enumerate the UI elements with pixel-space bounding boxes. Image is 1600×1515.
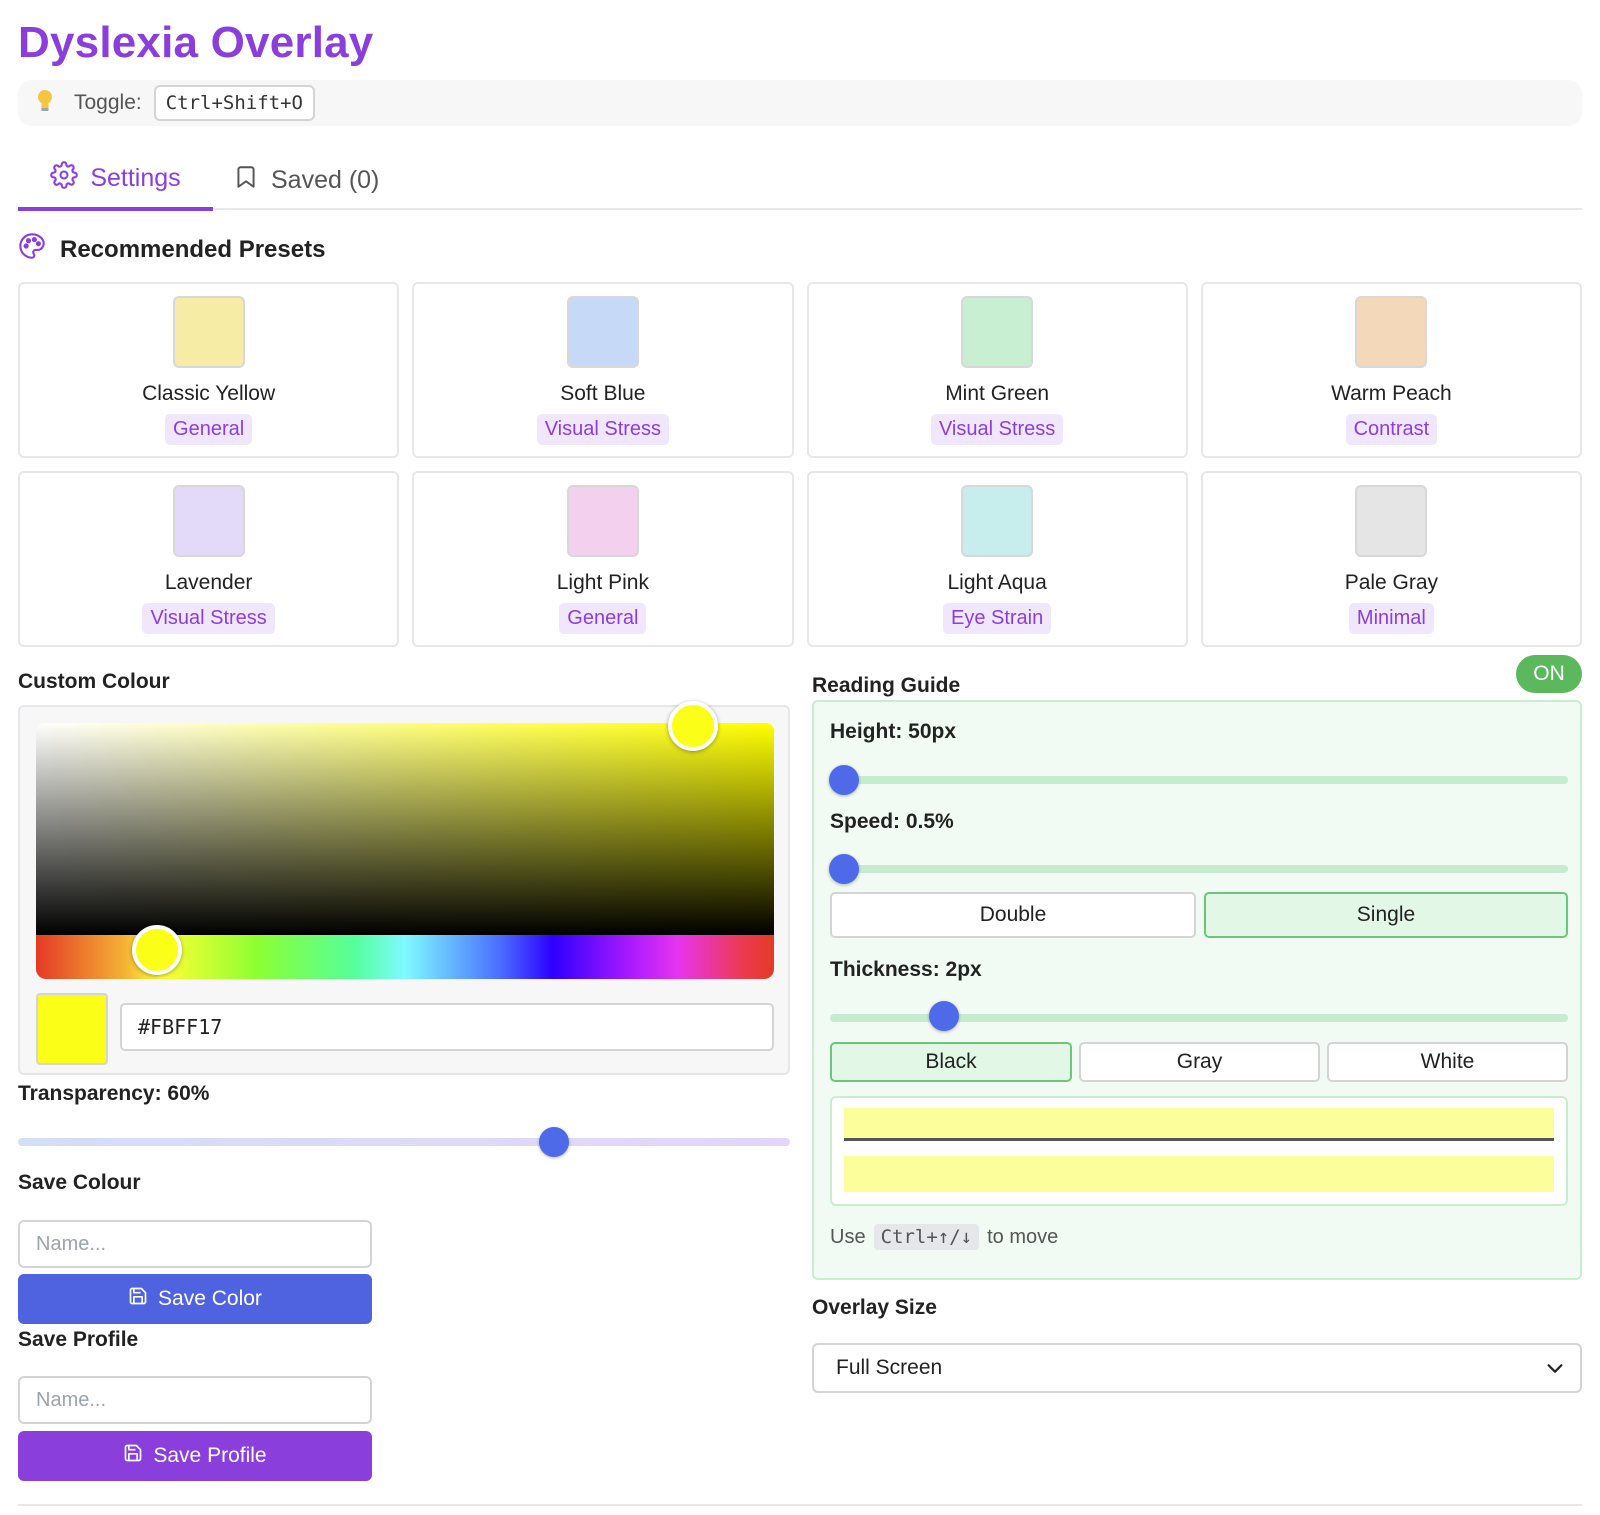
tab-settings-label: Settings — [90, 164, 181, 192]
preset-tag: Contrast — [1345, 414, 1438, 445]
preset-tag: Visual Stress — [930, 414, 1064, 445]
preset-name: Soft Blue — [560, 382, 646, 405]
preview-guide-line — [844, 1138, 1554, 1141]
colour-picker — [18, 701, 790, 1075]
height-slider-track[interactable] — [830, 776, 1568, 784]
preset-card[interactable]: Classic Yellow General — [18, 282, 400, 458]
tab-bar: Settings Saved (0) — [18, 150, 1582, 211]
preset-swatch — [172, 296, 245, 368]
preview-band-top — [844, 1108, 1554, 1138]
preset-swatch — [961, 485, 1034, 557]
profile-name-input[interactable] — [18, 1376, 372, 1424]
bookmark-icon — [233, 163, 259, 198]
preset-card[interactable]: Pale Gray Minimal — [1200, 471, 1582, 647]
preset-tag: General — [165, 414, 253, 445]
preset-tag: Visual Stress — [142, 603, 275, 634]
preset-card[interactable]: Lavender Visual Stress — [18, 471, 400, 647]
line-color-black-button[interactable]: Black — [830, 1042, 1072, 1082]
save-icon — [128, 1286, 148, 1312]
speed-slider-thumb[interactable] — [829, 854, 859, 884]
mode-double-button[interactable]: Double — [830, 892, 1196, 938]
preset-tag: Minimal — [1348, 603, 1434, 634]
hue-handle[interactable] — [132, 925, 182, 975]
thickness-slider-thumb[interactable] — [929, 1001, 959, 1031]
lightbulb-icon — [36, 89, 54, 118]
toggle-shortcut-key: Ctrl+Shift+O — [153, 85, 315, 121]
preset-name: Lavender — [164, 571, 253, 594]
save-color-label: Save Color — [158, 1287, 262, 1310]
toggle-hint-bar: Toggle: Ctrl+Shift+O — [18, 80, 1582, 126]
tab-saved-label: Saved (0) — [271, 165, 380, 194]
saturation-value-handle[interactable] — [668, 701, 718, 751]
save-colour-label: Save Colour — [18, 1171, 141, 1194]
transparency-label: Transparency: 60% — [18, 1082, 210, 1105]
save-profile-label: Save Profile — [18, 1328, 139, 1351]
preset-swatch — [961, 296, 1034, 368]
preset-swatch — [172, 485, 245, 557]
preset-card[interactable]: Soft Blue Visual Stress — [412, 282, 794, 458]
preset-name: Pale Gray — [1344, 571, 1439, 594]
thickness-slider-track[interactable] — [830, 1014, 1568, 1022]
thickness-label: Thickness: 2px — [830, 958, 982, 981]
colour-name-input[interactable] — [18, 1220, 372, 1268]
save-profile-label-text: Save Profile — [153, 1444, 267, 1467]
preset-swatch — [1355, 296, 1428, 368]
height-slider-thumb[interactable] — [829, 765, 859, 795]
reading-guide-toggle[interactable]: ON — [1516, 655, 1582, 693]
saturation-value-area[interactable] — [36, 723, 774, 935]
toggle-label: Toggle: — [74, 91, 142, 114]
save-profile-button[interactable]: Save Profile — [18, 1431, 372, 1481]
preset-card[interactable]: Warm Peach Contrast — [1200, 282, 1582, 458]
preset-swatch — [566, 296, 639, 368]
speed-slider-track[interactable] — [830, 865, 1568, 873]
hint-prefix: Use — [830, 1225, 866, 1248]
preset-name: Classic Yellow — [142, 382, 276, 405]
save-icon — [123, 1443, 143, 1469]
preset-name: Light Aqua — [947, 571, 1047, 594]
line-color-gray-button[interactable]: Gray — [1079, 1042, 1320, 1082]
preset-card[interactable]: Light Aqua Eye Strain — [806, 471, 1188, 647]
preset-card[interactable]: Mint Green Visual Stress — [806, 282, 1188, 458]
palette-icon — [18, 232, 46, 267]
hex-input[interactable] — [120, 1003, 774, 1051]
reading-guide-label: Reading Guide — [812, 674, 961, 697]
preset-name: Light Pink — [556, 571, 649, 594]
preview-band-bottom — [844, 1156, 1554, 1192]
preset-swatch — [566, 485, 639, 557]
preset-grid: Classic Yellow General Soft Blue Visual … — [18, 282, 1582, 647]
move-hint: Use Ctrl+↑/↓ to move — [830, 1224, 1058, 1250]
transparency-slider-thumb[interactable] — [539, 1127, 570, 1157]
preset-tag: Eye Strain — [942, 603, 1052, 634]
transparency-slider-track[interactable] — [18, 1138, 790, 1146]
preset-swatch — [1355, 485, 1428, 557]
preset-tag: General — [559, 603, 647, 634]
mode-single-button[interactable]: Single — [1204, 892, 1568, 938]
preset-card[interactable]: Light Pink General — [412, 471, 794, 647]
presets-header: Recommended Presets — [18, 232, 325, 267]
app-title: Dyslexia Overlay — [18, 18, 374, 67]
height-label: Height: 50px — [830, 720, 957, 743]
overlay-size-value: Full Screen — [836, 1356, 943, 1379]
colour-preview-swatch — [36, 993, 108, 1065]
save-color-button[interactable]: Save Color — [18, 1274, 372, 1324]
preset-name: Warm Peach — [1331, 382, 1452, 405]
tab-saved[interactable]: Saved (0) — [233, 150, 379, 210]
overlay-size-label: Overlay Size — [812, 1296, 937, 1319]
preset-name: Mint Green — [945, 382, 1050, 405]
reading-guide-panel: Height: 50px Speed: 0.5% Double Single T… — [812, 700, 1582, 1280]
preset-tag: Visual Stress — [536, 414, 670, 445]
tab-settings[interactable]: Settings — [18, 150, 213, 211]
speed-label: Speed: 0.5% — [830, 810, 954, 833]
line-color-white-button[interactable]: White — [1327, 1042, 1568, 1082]
gear-icon — [50, 161, 79, 196]
chevron-down-icon — [1544, 1357, 1566, 1385]
hint-suffix: to move — [987, 1225, 1059, 1248]
custom-colour-label: Custom Colour — [18, 670, 170, 693]
bottom-divider — [18, 1504, 1582, 1506]
reading-guide-preview — [830, 1096, 1568, 1206]
presets-title: Recommended Presets — [60, 235, 326, 263]
hint-key: Ctrl+↑/↓ — [873, 1224, 980, 1250]
overlay-size-select[interactable]: Full Screen — [812, 1343, 1582, 1393]
